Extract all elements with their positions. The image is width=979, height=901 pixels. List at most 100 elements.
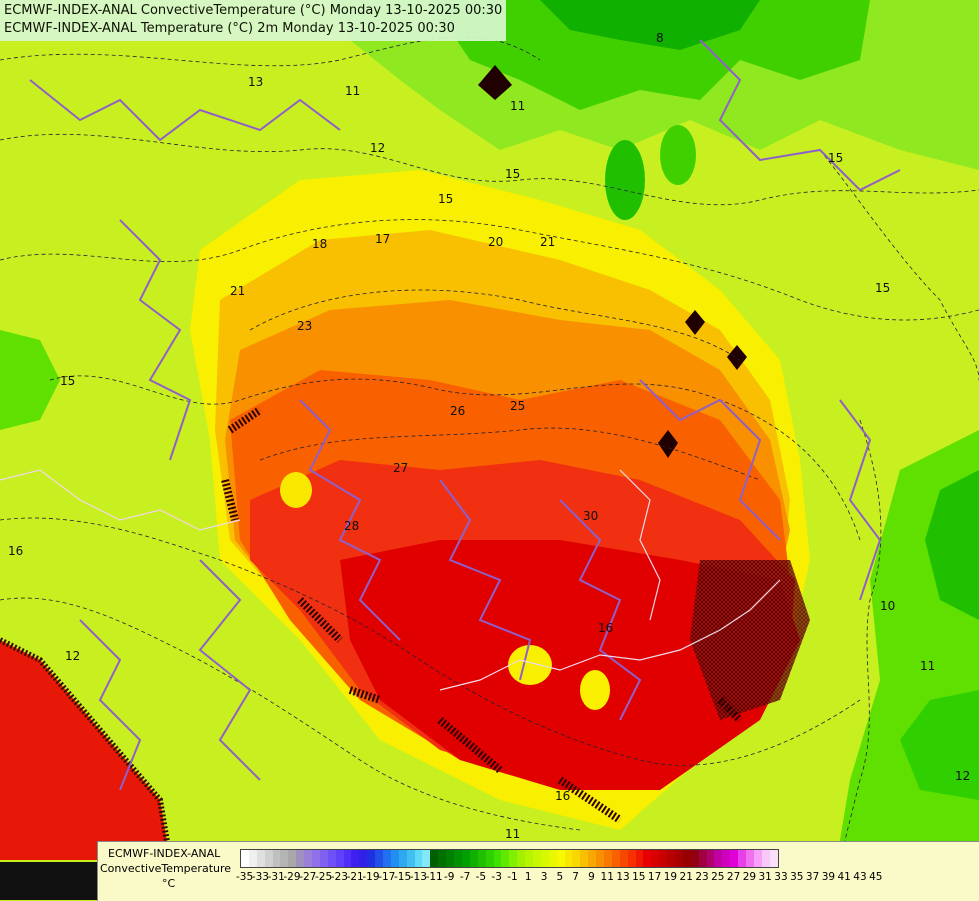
- legend-swatch: [635, 850, 644, 867]
- legend-swatch: [540, 850, 549, 867]
- legend-swatch: [588, 850, 597, 867]
- legend-tick: 27: [726, 871, 741, 883]
- legend-swatch: [659, 850, 668, 867]
- legend-swatch: [564, 850, 573, 867]
- field-north-deep-green: [430, 0, 870, 110]
- legend-tick: 37: [805, 871, 820, 883]
- field-east-green-2: [900, 690, 979, 800]
- legend-swatch: [714, 850, 723, 867]
- legend-tick: -29: [283, 871, 301, 883]
- legend-swatch: [651, 850, 660, 867]
- contour-label: 21: [230, 284, 245, 298]
- map-title-line-2: ECMWF-INDEX-ANAL Temperature (°C) 2m Mon…: [4, 21, 455, 36]
- legend-tick: 25: [711, 871, 725, 883]
- contour-label: 20: [488, 235, 503, 249]
- legend-swatch: [690, 850, 699, 867]
- field-cutout-2: [580, 670, 610, 710]
- isotherm-lines: [0, 36, 979, 900]
- legend-tick: 17: [647, 871, 662, 883]
- map-title-box: ECMWF-INDEX-ANAL ConvectiveTemperature (…: [0, 0, 507, 41]
- legend-title-line-1: ECMWF-INDEX-ANAL: [108, 847, 221, 860]
- legend-tick: 35: [790, 871, 804, 883]
- legend-tick: -1: [507, 871, 518, 883]
- contour-label: 17: [375, 232, 390, 246]
- legend-swatch: [351, 850, 360, 867]
- legend-swatch: [390, 850, 399, 867]
- legend-swatch: [272, 850, 281, 867]
- legend-swatch: [738, 850, 746, 867]
- legend-swatch: [761, 850, 770, 867]
- field-east-deep-green: [925, 470, 979, 620]
- legend-swatch: [532, 850, 541, 867]
- legend-tick: -27: [299, 871, 317, 883]
- contour-label: 16: [555, 789, 570, 803]
- legend-title: ECMWF-INDEX-ANAL ConvectiveTemperature °…: [100, 846, 240, 891]
- legend-tick-labels: -35-33-31-29-27-25-23-21-19-17-15-13-11-…: [236, 871, 884, 883]
- legend-swatch: [280, 850, 289, 867]
- contour-label-group: 13 11 12 11 15 17 18 20 21 15 23 25 26 2…: [8, 31, 970, 841]
- contour-label: 10: [880, 599, 895, 613]
- legend-swatch: [627, 850, 636, 867]
- legend-swatch: [335, 850, 344, 867]
- legend-swatch: [572, 850, 581, 867]
- field-north-dark-green: [540, 0, 760, 50]
- legend-swatch: [706, 850, 715, 867]
- legend-tick: 19: [663, 871, 678, 883]
- legend-tick: -5: [475, 871, 487, 883]
- legend-swatch: [264, 850, 273, 867]
- legend-swatch: [327, 850, 336, 867]
- contour-label: 23: [297, 319, 312, 333]
- color-legend: ECMWF-INDEX-ANAL ConvectiveTemperature °…: [97, 841, 979, 901]
- legend-swatch: [517, 850, 526, 867]
- legend-swatch: [548, 850, 557, 867]
- legend-swatch: [406, 850, 415, 867]
- coast-lines: [0, 469, 781, 691]
- legend-swatch: [611, 850, 620, 867]
- contour-label: 12: [370, 141, 385, 155]
- contour-label: 18: [312, 237, 327, 251]
- legend-swatch: [619, 850, 628, 867]
- contour-label: 16: [598, 621, 613, 635]
- field-west-green: [0, 330, 60, 430]
- legend-tick: -21: [346, 871, 364, 883]
- contour-label: 15: [505, 167, 520, 181]
- legend-tick: -11: [425, 871, 443, 883]
- legend-swatch: [643, 850, 652, 867]
- field-dark-spot-4: [727, 345, 747, 370]
- legend-tick: -9: [444, 871, 455, 883]
- contour-label: 15: [60, 374, 75, 388]
- field-southwest-red-edge: [0, 637, 173, 861]
- legend-tick: -19: [362, 871, 380, 883]
- field-dark-spot-1: [478, 65, 512, 100]
- legend-swatch: [296, 850, 305, 867]
- contour-label: 26: [450, 404, 465, 418]
- field-cutout-3: [280, 472, 312, 508]
- legend-swatch: [682, 850, 691, 867]
- legend-swatch: [414, 850, 423, 867]
- legend-swatch: [603, 850, 612, 867]
- legend-tick: 23: [695, 871, 709, 883]
- legend-tick: 21: [679, 871, 693, 883]
- legend-swatch: [241, 850, 249, 867]
- legend-swatch: [312, 850, 320, 867]
- legend-tick: 43: [853, 871, 867, 883]
- boundary-lines: [29, 39, 901, 791]
- legend-swatch: [461, 850, 470, 867]
- legend-swatch: [383, 850, 391, 867]
- legend-tick: -13: [409, 871, 427, 883]
- legend-tick: 45: [869, 871, 883, 883]
- legend-swatch: [596, 850, 604, 867]
- contour-label: 25: [510, 399, 525, 413]
- legend-tick: -3: [491, 871, 502, 883]
- legend-tick: 3: [540, 871, 548, 883]
- contour-label: 21: [540, 235, 555, 249]
- field-center-green-1: [605, 140, 645, 220]
- legend-swatch: [343, 850, 352, 867]
- legend-swatch: [469, 850, 478, 867]
- legend-tick: 41: [837, 871, 851, 883]
- legend-tick: -17: [378, 871, 396, 883]
- contour-label: 30: [583, 509, 598, 523]
- legend-tick: -15: [393, 871, 412, 883]
- legend-swatch: [485, 850, 494, 867]
